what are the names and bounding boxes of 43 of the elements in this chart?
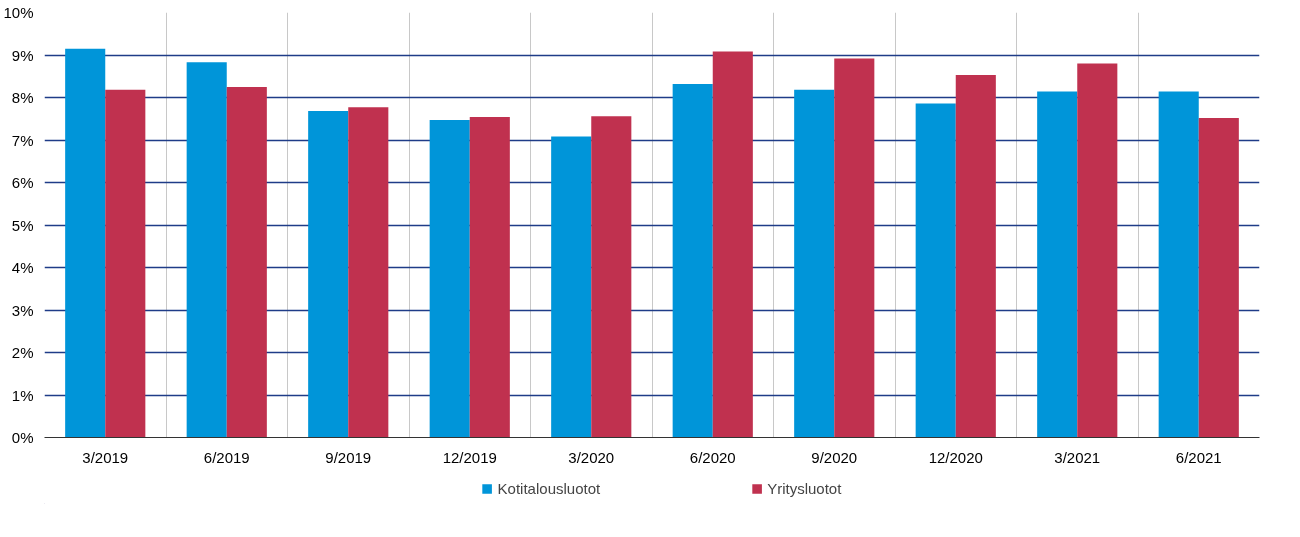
x-tick-label: 3/2021 (1054, 448, 1101, 466)
bar (186, 62, 227, 438)
y-tick-label: 0% (11, 429, 34, 446)
x-tick-label: 3/2019 (82, 448, 129, 466)
y-tick-label: 8% (11, 89, 34, 106)
bar (955, 74, 996, 438)
x-tick-label: 9/2020 (811, 448, 858, 466)
bar (591, 116, 632, 438)
bar (348, 107, 389, 438)
bar (794, 89, 835, 438)
bar (469, 117, 510, 438)
x-tick-label: 12/2020 (928, 448, 983, 466)
bar (65, 48, 106, 438)
bar (1077, 63, 1118, 438)
bar (308, 111, 349, 438)
y-tick-label: 5% (11, 216, 34, 234)
x-tick-label: 6/2021 (1175, 448, 1222, 466)
x-tick-label: 3/2020 (568, 448, 615, 466)
x-tick-label: 9/2019 (325, 448, 372, 466)
x-tick-label: 12/2019 (442, 448, 497, 466)
y-tick-label: 9% (11, 46, 34, 64)
x-tick-label: 6/2019 (203, 448, 250, 466)
bar (712, 51, 753, 438)
bar (1158, 91, 1199, 438)
y-tick-label: 3% (11, 301, 34, 319)
bar (429, 120, 470, 438)
bar (551, 136, 592, 438)
bar (915, 103, 956, 438)
bar (105, 89, 146, 438)
bar (1037, 91, 1078, 438)
bar (834, 58, 875, 438)
y-tick-label: 1% (11, 386, 34, 404)
y-tick-label: 6% (11, 174, 34, 191)
y-tick-label: 4% (11, 259, 34, 276)
bar (672, 83, 713, 438)
x-tick-label: 6/2020 (689, 448, 736, 466)
bar (226, 86, 267, 438)
y-tick-label: 2% (11, 344, 34, 361)
legend-label: Yritysluotot (767, 479, 842, 497)
bar (1198, 117, 1239, 438)
y-tick-label: 7% (11, 131, 34, 149)
y-tick-label: 10% (3, 4, 34, 21)
legend-label: Kotitalousluotot (497, 479, 601, 497)
